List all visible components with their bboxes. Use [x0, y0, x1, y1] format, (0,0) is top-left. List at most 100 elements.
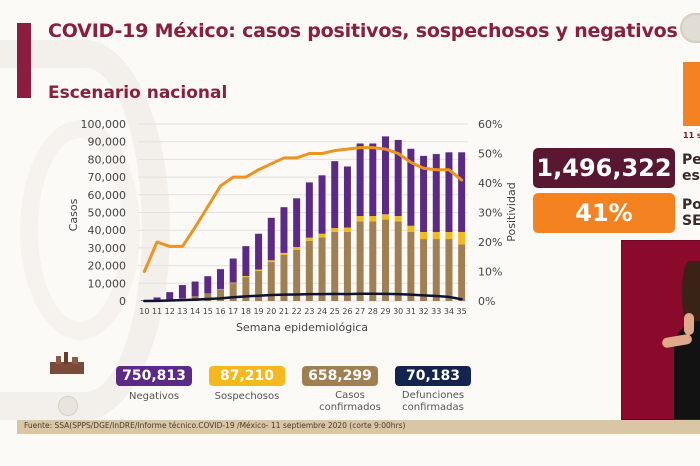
x-tick-label: 31: [406, 307, 416, 316]
page-title: COVID-19 México: casos positivos, sospec…: [48, 20, 678, 42]
bar-negativos: [382, 136, 389, 215]
bar-sospechosos: [445, 231, 453, 240]
x-tick-label: 23: [304, 307, 314, 316]
bar-casos-confirmados: [369, 221, 377, 301]
kpi-positivity-label-line1: Po: [682, 197, 700, 213]
bar-sospechosos: [267, 260, 275, 263]
bar-sospechosos: [369, 216, 377, 222]
bar-casos-confirmados: [255, 270, 263, 301]
y-tick-label: 90,000: [88, 136, 127, 149]
bar-sospechosos: [458, 231, 466, 245]
bar-negativos: [229, 258, 237, 283]
x-tick-label: 13: [177, 307, 187, 316]
y2-axis-label: Positividad: [505, 182, 518, 241]
x-tick-label: 15: [203, 307, 213, 316]
line-positividad: [142, 146, 464, 273]
bar-negativos: [369, 143, 377, 217]
bar-negativos: [204, 276, 212, 294]
x-axis-ticks: 10 11 12 13 14 15 16 17 18 19 20 21 22 23 24 25 26 27 28 29…: [139, 307, 466, 316]
bar-sospechosos: [280, 252, 288, 255]
bar-casos-confirmados: [331, 231, 339, 301]
y2-tick-label: 50%: [478, 148, 502, 161]
y-tick-label: 100,000: [81, 118, 127, 131]
date-fragment: 11 se: [683, 131, 700, 140]
bar-negativos: [267, 217, 275, 261]
bar-sospechosos: [356, 216, 364, 222]
bar-negativos: [318, 175, 326, 234]
bar-sospechosos: [217, 288, 224, 290]
y-tick-label: 20,000: [88, 260, 127, 273]
bar-sospechosos: [432, 231, 440, 240]
y-tick-label: 70,000: [88, 171, 127, 184]
y2-tick-label: 30%: [478, 207, 502, 220]
bar-casos-confirmados: [382, 219, 389, 301]
bar-casos-confirmados: [318, 237, 326, 301]
stat-value: 87,210: [209, 366, 285, 386]
source-note: Fuente: SSA(SPPS/DGE/InDRE/Informe técni…: [24, 421, 406, 430]
bar-sospechosos: [305, 237, 313, 241]
bar-negativos: [407, 148, 415, 226]
kpi-total-label: Pe es: [682, 152, 700, 184]
y2-tick-label: 0%: [478, 295, 495, 308]
bar-negativos: [191, 281, 199, 297]
bar-negativos: [242, 246, 250, 277]
footer-strip: [17, 420, 700, 434]
x-tick-label: 16: [215, 307, 225, 316]
bar-negativos: [432, 154, 440, 232]
x-axis-label: Semana epidemiológica: [236, 321, 368, 334]
x-tick-label: 22: [292, 307, 302, 316]
x-tick-label: 14: [190, 307, 200, 316]
x-tick-label: 20: [266, 307, 276, 316]
x-tick-label: 29: [380, 307, 390, 316]
bar-negativos: [280, 207, 288, 253]
x-tick-label: 34: [444, 307, 454, 316]
kpi-total-tested: 1,496,322: [533, 148, 675, 188]
top-orange-panel: [683, 62, 700, 126]
chart-bars: [140, 136, 466, 301]
y-tick-label: 50,000: [88, 207, 127, 220]
bar-casos-confirmados: [445, 239, 453, 301]
x-tick-label: 32: [418, 307, 428, 316]
x-tick-label: 33: [431, 307, 441, 316]
x-tick-label: 26: [342, 307, 352, 316]
bar-negativos: [217, 269, 224, 289]
bar-casos-confirmados: [204, 293, 212, 301]
y-tick-label: 0: [119, 295, 126, 308]
bar-negativos: [178, 285, 186, 299]
x-tick-label: 21: [279, 307, 289, 316]
bar-negativos: [458, 152, 466, 232]
bar-casos-confirmados: [420, 239, 428, 301]
stat-value: 70,183: [395, 366, 471, 386]
stat-label: Casos confirmados: [319, 390, 381, 413]
bar-casos-confirmados: [229, 283, 237, 301]
bar-sospechosos: [293, 247, 301, 250]
bar-casos-confirmados: [280, 254, 288, 301]
y-tick-label: 40,000: [88, 224, 127, 237]
chart-lines: [142, 146, 464, 303]
stat-label: Negativos: [128, 391, 180, 402]
covid-chart: 0 10,000 20,000 30,000 40,000 50,000 60,000 70,…: [67, 118, 518, 334]
bar-negativos: [166, 292, 174, 300]
x-tick-label: 10: [139, 307, 149, 316]
kpi-total-label-line2: es: [682, 168, 700, 184]
bar-sospechosos: [331, 228, 339, 232]
bar-negativos: [420, 155, 428, 232]
y2-tick-label: 20%: [478, 236, 502, 249]
bar-negativos: [356, 143, 364, 217]
bar-sospechosos: [394, 216, 402, 222]
stat-value: 750,813: [116, 366, 192, 386]
x-tick-label: 35: [457, 307, 467, 316]
bar-casos-confirmados: [217, 289, 224, 301]
y-axis-ticks: 0 10,000 20,000 30,000 40,000 50,000 60,000 70,…: [81, 118, 127, 308]
bar-sospechosos: [382, 214, 389, 220]
page-subtitle: Escenario nacional: [48, 83, 228, 103]
bar-casos-confirmados: [356, 221, 364, 301]
bar-casos-confirmados: [343, 231, 351, 301]
y-tick-label: 80,000: [88, 153, 127, 166]
line-defunciones: [143, 292, 463, 303]
bar-negativos: [293, 198, 301, 248]
bar-sospechosos: [229, 282, 237, 284]
y2-axis-ticks: 0% 10% 20% 30% 40% 50% 60%: [478, 118, 502, 308]
y-tick-label: 30,000: [88, 242, 127, 255]
stat-label: Defunciones confirmadas: [401, 390, 465, 413]
